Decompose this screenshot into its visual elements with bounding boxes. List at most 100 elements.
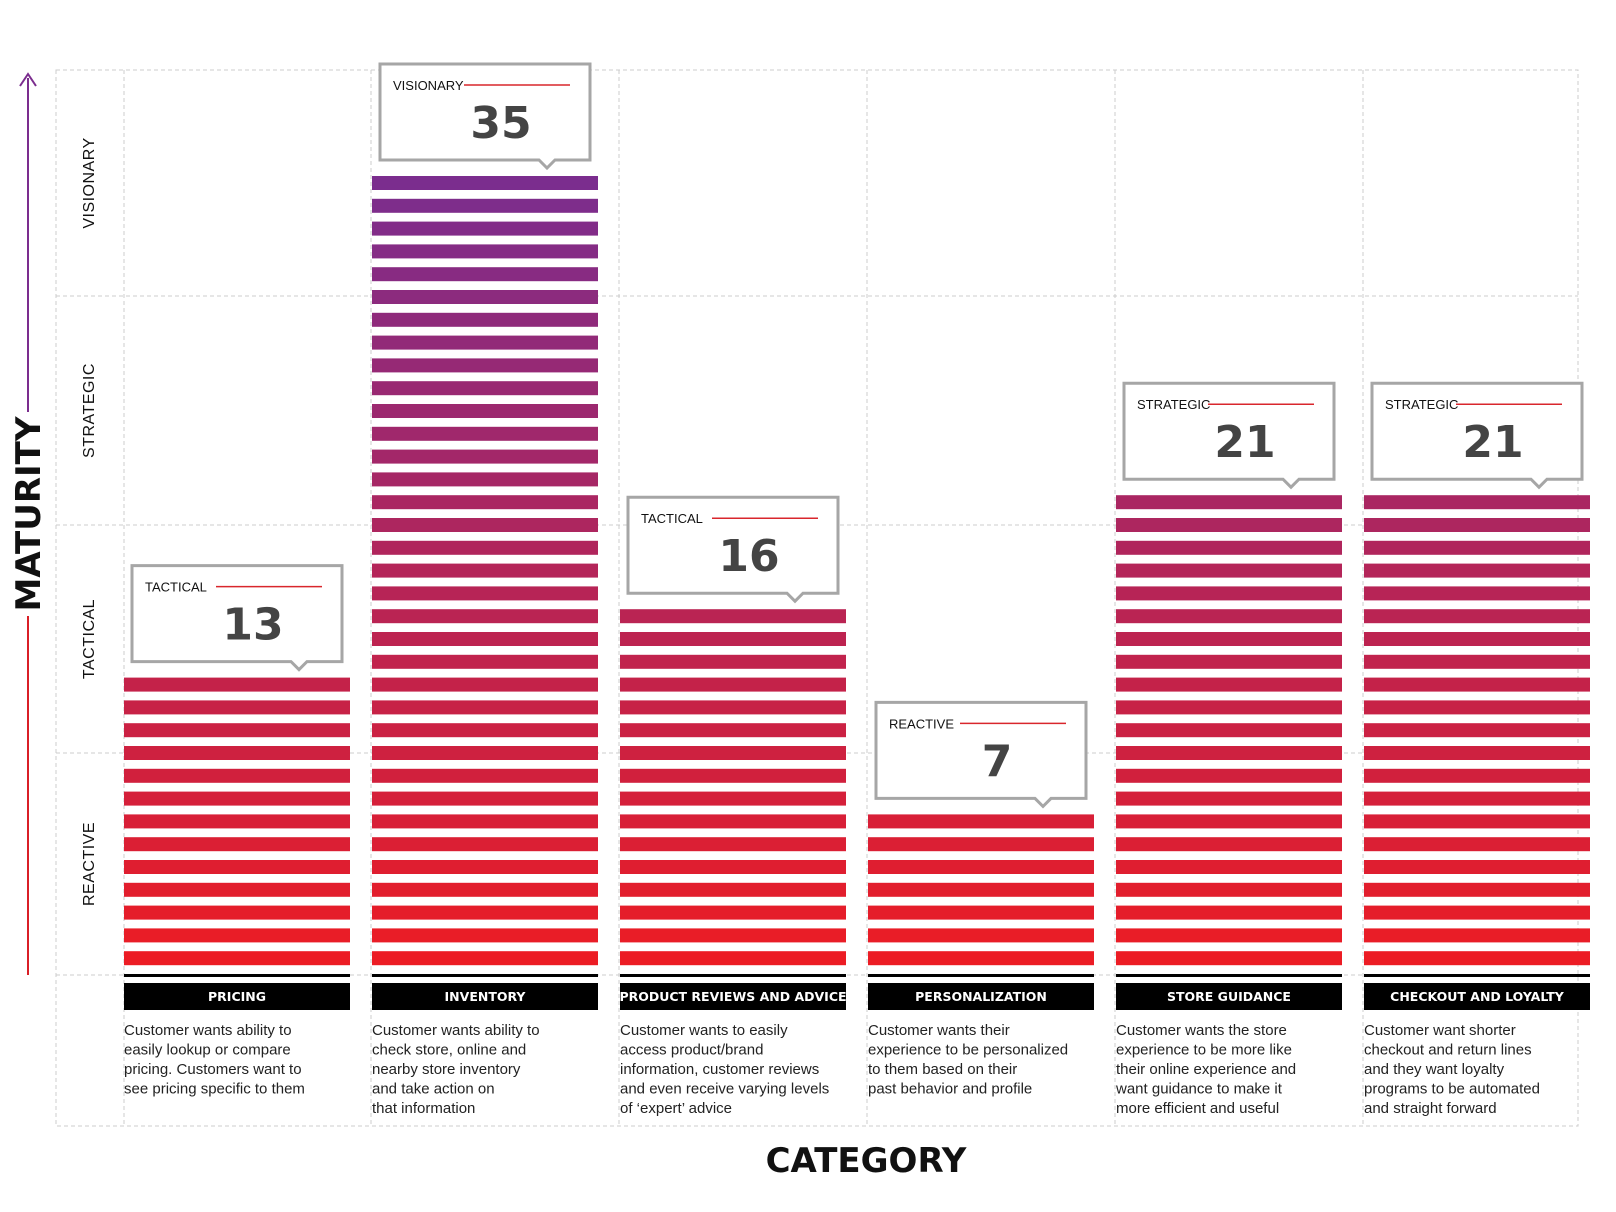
bar-stripe (372, 951, 598, 966)
bar-stripe (1116, 586, 1342, 601)
value-callouts: TACTICAL 13 VISIONARY 35 TACTICAL 16 REACTIVE 7… (130, 62, 1584, 809)
bar-stripe (1116, 814, 1342, 829)
category-description-line: of ‘expert’ advice (620, 1100, 732, 1117)
y-axis-title: MATURITY (9, 416, 49, 611)
bar-stripe (372, 518, 598, 532)
category-description-line: checkout and return lines (1364, 1042, 1532, 1059)
bar-stripe (124, 928, 350, 943)
bar-stripe (620, 723, 846, 738)
bar-stripe (372, 814, 598, 829)
bar-stripe (1364, 860, 1590, 874)
bar-stripe (372, 404, 598, 418)
callout-level-label: VISIONARY (393, 78, 464, 93)
bar-stripe (1116, 746, 1342, 760)
callout-level-label: REACTIVE (889, 716, 954, 731)
bar-stripe (1364, 814, 1590, 829)
bar-stripe (1116, 860, 1342, 874)
category-labels: PRICING INVENTORY PRODUCT REVIEWS AND ADVI… (124, 983, 1590, 1010)
bar-stripe (868, 928, 1094, 943)
category-description-line: and they want loyalty (1364, 1061, 1505, 1078)
bar-stripe (1116, 540, 1342, 555)
bar-stripe (124, 723, 350, 738)
bar-stripe (124, 905, 350, 920)
bar-stripe (124, 677, 350, 692)
callout-box (626, 495, 840, 604)
callout-value: 21 (1462, 417, 1523, 468)
y-axis-arrowhead-icon (19, 72, 37, 87)
category-description-line: and even receive varying levels (620, 1081, 829, 1098)
category-description-line: easily lookup or compare (124, 1042, 291, 1059)
bar-stripe (1116, 791, 1342, 806)
category-description-line: Customer wants their (868, 1022, 1010, 1039)
bar-stripe (620, 700, 846, 715)
maturity-level-label: REACTIVE (81, 822, 98, 906)
callout-value: 13 (222, 600, 283, 651)
bar-stripe (124, 837, 350, 852)
callout-value: 35 (470, 98, 531, 149)
bar-stripe (1364, 882, 1590, 897)
bar-stripe (1364, 563, 1590, 578)
bar-stripe (372, 928, 598, 943)
bars (124, 176, 1590, 977)
bar-stripe (1364, 632, 1590, 646)
category-label-box (124, 983, 350, 1010)
category-description-line: Customer wants to easily (620, 1022, 788, 1039)
bar-stripe (1364, 723, 1590, 738)
category-description-line: Customer want shorter (1364, 1022, 1516, 1039)
category-description-line: information, customer reviews (620, 1061, 819, 1078)
bar-stripe (1116, 882, 1342, 897)
bar-stripe (1364, 837, 1590, 852)
category-description-line: check store, online and (372, 1042, 526, 1059)
category-label: PRODUCT REVIEWS AND ADVICE (619, 989, 846, 1004)
bar-stripe (1364, 654, 1590, 669)
bar-stripe (868, 905, 1094, 920)
maturity-level-label: VISIONARY (81, 137, 98, 228)
bar-stripe (1116, 518, 1342, 532)
x-axis-title: CATEGORY (766, 1141, 967, 1181)
bar-stripe (1364, 928, 1590, 943)
category-label-box (372, 983, 598, 1010)
bar-stripe (1116, 951, 1342, 966)
bar-baseline (1364, 974, 1590, 977)
bar-stripe (124, 951, 350, 966)
bar-stripe (1364, 700, 1590, 715)
maturity-level-label: TACTICAL (81, 599, 98, 679)
category-label: STORE GUIDANCE (1167, 989, 1291, 1004)
maturity-level-labels: REACTIVE TACTICAL STRATEGIC VISIONARY (81, 137, 98, 906)
bar-stripe (372, 358, 598, 373)
bar-stripe (372, 791, 598, 806)
category-description-line: their online experience and (1116, 1061, 1296, 1078)
bar-stripe (1364, 495, 1590, 510)
bar-stripe (372, 905, 598, 920)
category-description-line: access product/brand (620, 1042, 763, 1059)
bar-stripe (1364, 518, 1590, 532)
callout-box (874, 700, 1088, 809)
maturity-level-label: STRATEGIC (81, 363, 98, 458)
bar-stripe (1364, 609, 1590, 624)
bar-stripe (372, 586, 598, 601)
bar-stripe (868, 882, 1094, 897)
bar-stripe (868, 860, 1094, 874)
category-label: PRICING (208, 989, 266, 1004)
value-callout: REACTIVE 7 (874, 700, 1088, 809)
bar-stripe (372, 654, 598, 669)
y-axis: MATURITY (9, 72, 49, 975)
callout-value: 16 (718, 531, 779, 582)
bar-stripe (1364, 746, 1590, 760)
callout-value: 21 (1214, 417, 1275, 468)
bar-stripe (372, 700, 598, 715)
bar-stripe (372, 882, 598, 897)
bar-stripe (1364, 791, 1590, 806)
bar-stripe (1364, 586, 1590, 601)
category-description-line: past behavior and profile (868, 1081, 1032, 1098)
category-description-line: Customer wants ability to (124, 1022, 292, 1039)
bar-stripe (868, 814, 1094, 829)
bar-baseline (124, 974, 350, 977)
category-description-line: to them based on their (868, 1061, 1017, 1078)
bar-stripe (1116, 563, 1342, 578)
bar-stripe (124, 768, 350, 783)
bar-stripe (124, 700, 350, 715)
bar-stripe (372, 540, 598, 555)
bar-stripe (620, 677, 846, 692)
